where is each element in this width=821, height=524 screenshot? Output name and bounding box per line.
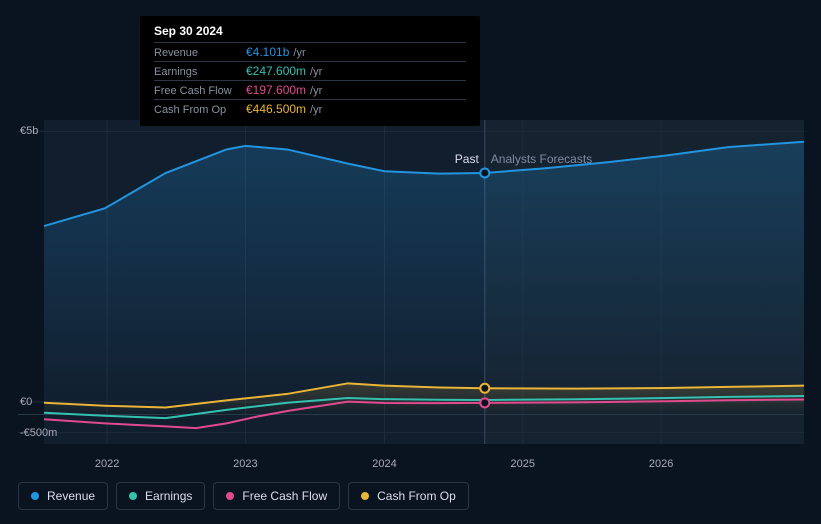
legend-item-cash-from-op[interactable]: Cash From Op	[348, 482, 469, 510]
x-axis-label: 2024	[372, 458, 396, 470]
x-axis-label: 2022	[95, 458, 119, 470]
y-axis-label: €5b	[20, 125, 38, 137]
x-axis-label: 2026	[649, 458, 673, 470]
tooltip-row-suffix: /yr	[293, 47, 305, 59]
legend-item-free-cash-flow[interactable]: Free Cash Flow	[213, 482, 340, 510]
tooltip-row-suffix: /yr	[310, 66, 322, 78]
legend-item-revenue[interactable]: Revenue	[18, 482, 108, 510]
forecast-label: Analysts Forecasts	[485, 152, 592, 166]
legend-dot-icon	[129, 492, 137, 500]
tooltip-row-value: €446.500m	[246, 102, 306, 116]
revenue-area	[44, 142, 804, 415]
past-label: Past	[455, 152, 485, 166]
tooltip-row-label: Revenue	[154, 47, 246, 59]
legend-label: Revenue	[47, 489, 95, 503]
cash_from_op-marker	[480, 384, 489, 393]
revenue-marker	[480, 168, 489, 177]
tooltip-row: Revenue€4.101b/yr	[154, 42, 466, 61]
tooltip-date: Sep 30 2024	[154, 24, 466, 38]
tooltip-row-label: Free Cash Flow	[154, 85, 246, 97]
tooltip-row-value: €197.600m	[246, 83, 306, 97]
tooltip-row: Free Cash Flow€197.600m/yr	[154, 80, 466, 99]
chart-tooltip: Sep 30 2024 Revenue€4.101b/yrEarnings€24…	[140, 16, 480, 126]
x-axis-label: 2025	[511, 458, 535, 470]
legend-label: Cash From Op	[377, 489, 456, 503]
tooltip-row: Earnings€247.600m/yr	[154, 61, 466, 80]
y-axis-label: €0	[20, 396, 32, 408]
legend-label: Earnings	[145, 489, 192, 503]
y-axis-label: -€500m	[20, 427, 57, 439]
legend-label: Free Cash Flow	[242, 489, 327, 503]
x-axis-label: 2023	[233, 458, 257, 470]
legend-dot-icon	[31, 492, 39, 500]
tooltip-row-value: €247.600m	[246, 64, 306, 78]
chart-container: €5b €0 -€500m	[18, 120, 804, 474]
tooltip-row-label: Earnings	[154, 66, 246, 78]
legend: Revenue Earnings Free Cash Flow Cash From O…	[18, 482, 469, 510]
legend-dot-icon	[361, 492, 369, 500]
tooltip-row-suffix: /yr	[310, 85, 322, 97]
legend-dot-icon	[226, 492, 234, 500]
tooltip-row: Cash From Op€446.500m/yr	[154, 99, 466, 118]
line-chart[interactable]	[18, 120, 804, 444]
tooltip-row-suffix: /yr	[310, 104, 322, 116]
tooltip-row-label: Cash From Op	[154, 104, 246, 116]
legend-item-earnings[interactable]: Earnings	[116, 482, 205, 510]
free_cash_flow-marker	[480, 398, 489, 407]
tooltip-row-value: €4.101b	[246, 45, 289, 59]
